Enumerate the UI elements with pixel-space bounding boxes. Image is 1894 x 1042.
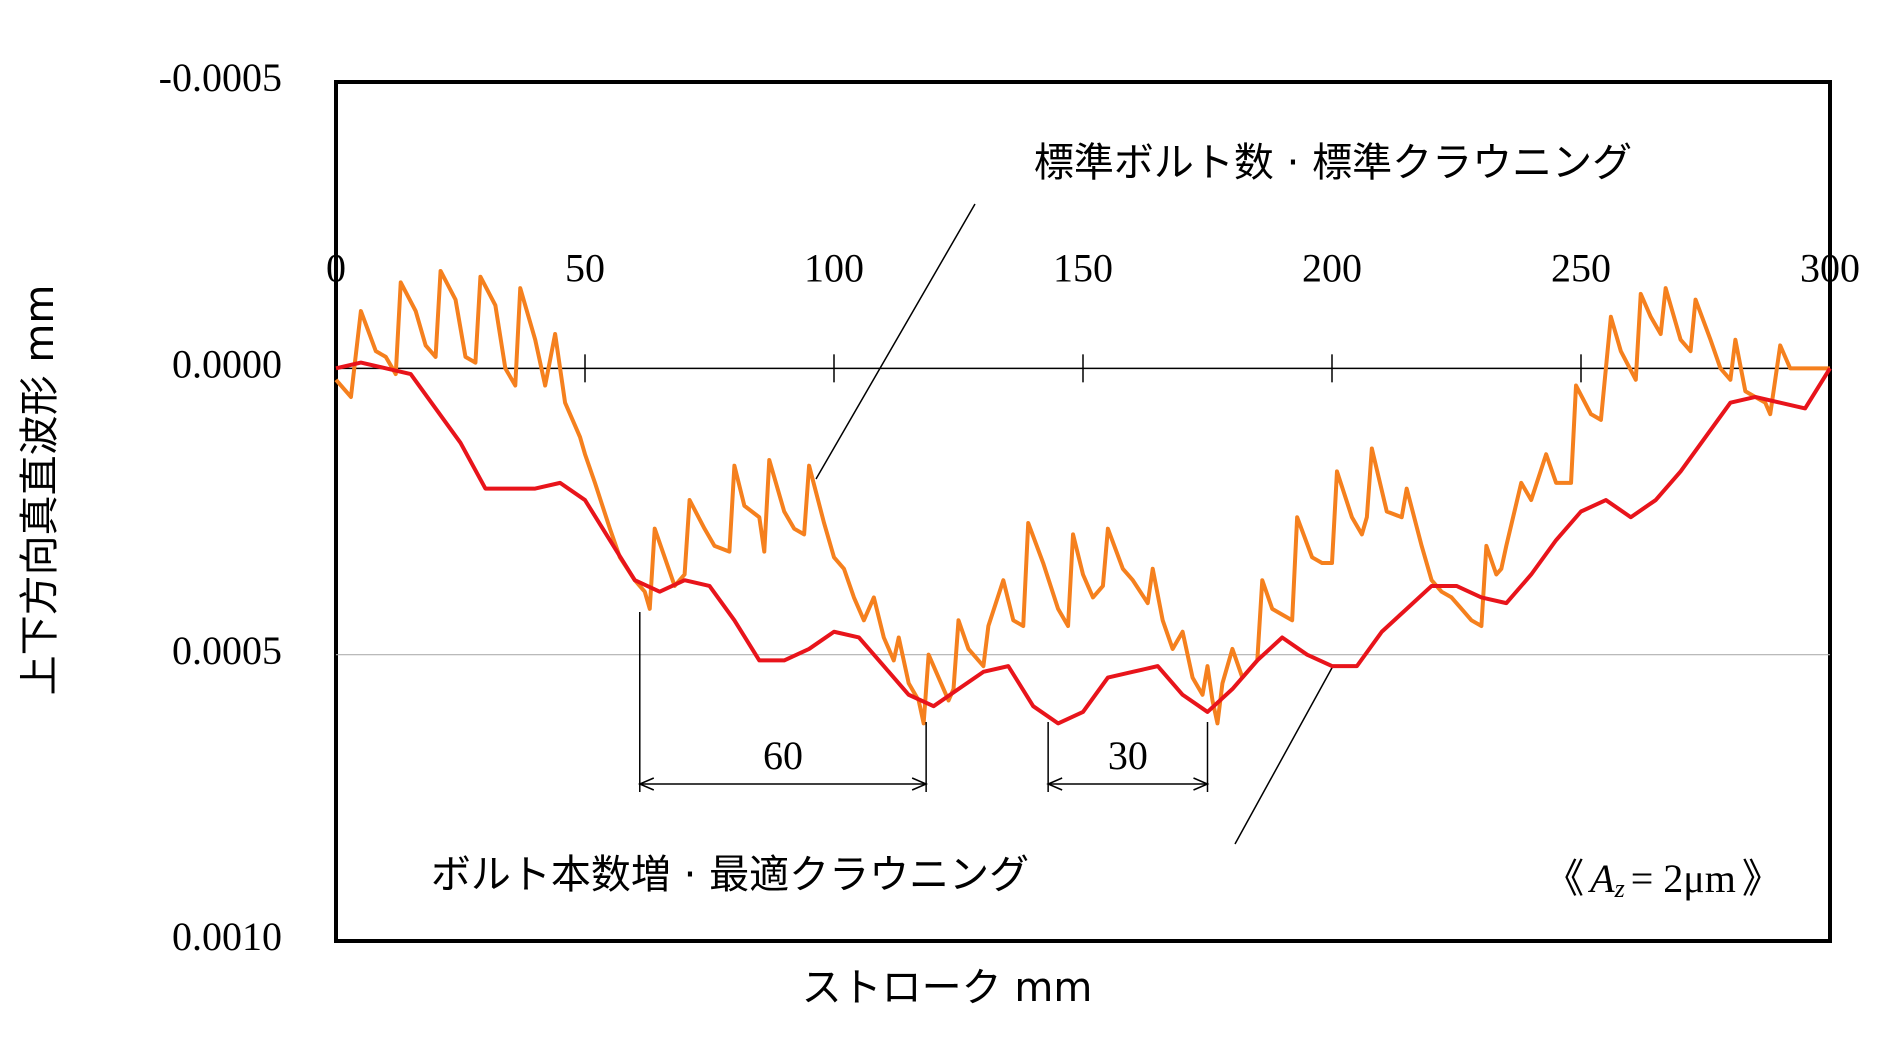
arrow-head (1046, 777, 1063, 791)
symbol: A (1587, 856, 1615, 901)
arrow-head (637, 777, 655, 791)
series-line (334, 268, 1830, 726)
subscript: z (1614, 874, 1625, 903)
arrow-head (911, 777, 929, 791)
series-annotation: 標準ボルト数 · 標準クラウニング (1034, 140, 1632, 186)
x-tick-label: 300 (1800, 246, 1860, 291)
y-tick-label: 0.0000 (172, 342, 282, 387)
x-tick-label: 200 (1302, 246, 1362, 291)
x-tick-label: 50 (565, 246, 605, 291)
x-tick-label: 250 (1551, 246, 1611, 291)
y-axis-label: 上下方向真直波形 mm (17, 285, 63, 696)
y-tick-label: 0.0005 (172, 628, 282, 673)
x-tick-label: 0 (326, 246, 346, 291)
x-axis-label: ストローク mm (802, 965, 1093, 1011)
amplitude-value: = 2μm (1631, 856, 1736, 901)
arrow-head (1193, 777, 1210, 791)
leader-line (815, 203, 976, 480)
leader-line (1234, 665, 1334, 845)
x-tick-label: 150 (1053, 246, 1113, 291)
series-line (335, 360, 1832, 726)
y-tick-label: 0.0010 (172, 914, 282, 959)
dimension-label: 30 (1108, 733, 1148, 778)
bracket: 《 (1544, 856, 1584, 901)
amplitude-label: 《 Az = 2μm 》 (1544, 856, 1782, 903)
series-annotation: ボルト本数増 · 最適クラウニング (431, 852, 1029, 898)
y-tick-label: -0.0005 (159, 55, 282, 100)
bracket: 》 (1742, 856, 1782, 901)
plot-frame (334, 80, 1832, 943)
x-tick-label: 100 (804, 246, 864, 291)
dimension-label: 60 (763, 733, 803, 778)
